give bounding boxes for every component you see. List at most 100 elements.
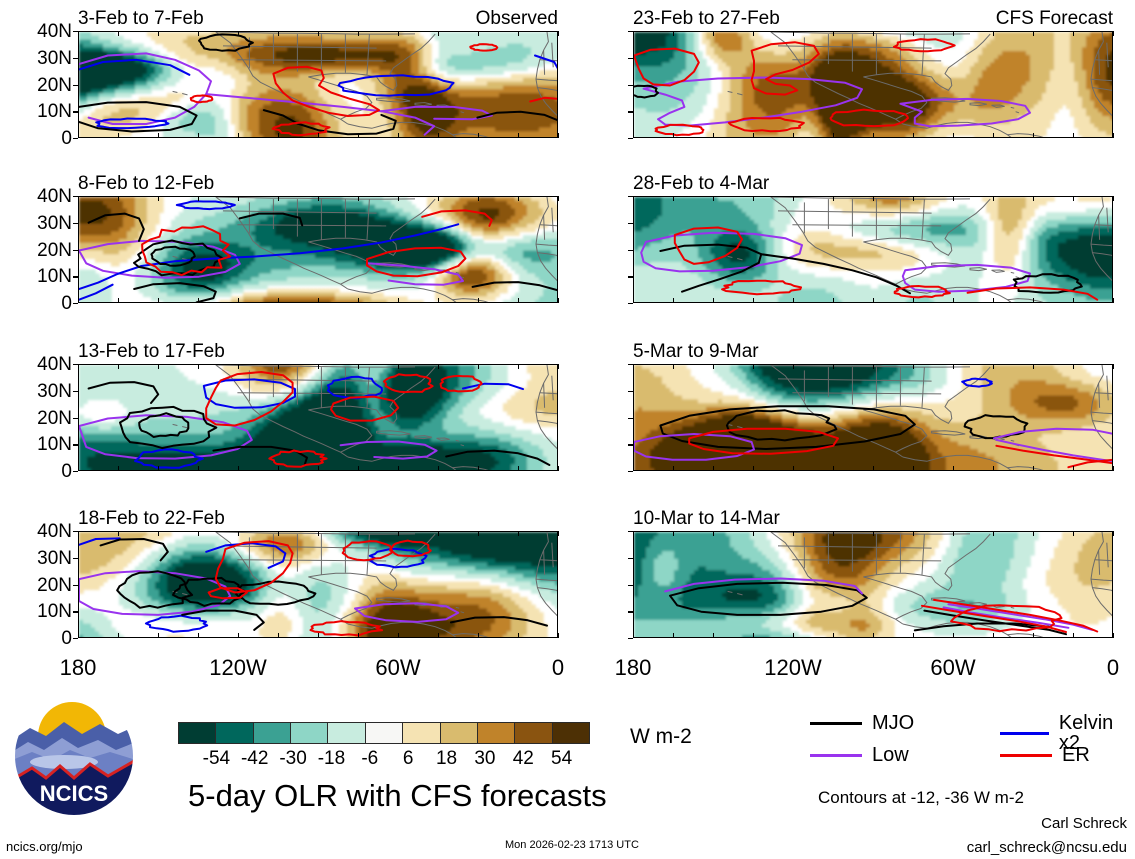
x-tick-top: [238, 196, 240, 201]
author-email: carl_schreck@ncsu.edu: [967, 840, 1127, 855]
coastlines: [172, 532, 557, 637]
x-tick: [478, 466, 480, 471]
x-tick: [278, 633, 280, 638]
x-tick-top: [673, 531, 675, 536]
x-tick-top: [398, 196, 400, 201]
contour-er: [721, 279, 802, 296]
contour-er: [214, 540, 294, 594]
legend-label: ER: [1062, 745, 1090, 765]
coastlines: [727, 365, 1112, 470]
panel-title: 8-Feb to 12-Feb: [78, 174, 214, 193]
y-tick: [628, 584, 633, 586]
contour-er: [383, 373, 434, 394]
x-tick-top: [1073, 31, 1075, 36]
y-tick: [73, 31, 78, 33]
x-tick: [993, 133, 995, 138]
x-tick: [238, 466, 240, 471]
x-tick: [278, 133, 280, 138]
y-tick: [628, 57, 633, 60]
x-tick-top: [478, 531, 480, 536]
x-tick-top: [953, 196, 955, 201]
x-tick: [1073, 633, 1075, 638]
panel-title: 23-Feb to 27-Feb: [633, 9, 780, 28]
y-tick: [628, 444, 633, 446]
contour-low: [380, 105, 493, 121]
contour-kelvin: [79, 283, 114, 301]
x-tick: [953, 133, 955, 138]
x-tick: [1073, 133, 1075, 138]
x-tick: [198, 633, 200, 638]
x-tick-top: [993, 196, 995, 201]
colorbar-swatch: [402, 722, 441, 744]
colorbar-swatch: [551, 722, 590, 744]
x-tick-top: [873, 196, 875, 201]
coastlines: [727, 197, 1112, 302]
x-tick-top: [793, 531, 795, 536]
x-tick: [633, 133, 635, 138]
contour-kelvin: [205, 542, 287, 569]
x-tick-top: [238, 364, 240, 369]
contour-mjo: [87, 381, 160, 404]
contour-kelvin: [95, 117, 170, 130]
x-tick: [78, 633, 80, 638]
x-tick-top: [238, 531, 240, 536]
contour-low: [993, 427, 1112, 440]
x-tick-top: [713, 31, 715, 36]
x-tick: [633, 633, 635, 638]
y-tick: [73, 249, 78, 251]
olr-anomaly-shading: [634, 365, 1112, 470]
legend-label: MJO: [872, 713, 914, 733]
contour-er: [1067, 458, 1112, 469]
map-plot-area: [633, 196, 1113, 303]
contour-mjo: [238, 212, 304, 227]
x-tick: [993, 466, 995, 471]
panel-2: 8-Feb to 12-Feb 40N 30N 20N 10N 0: [37, 174, 560, 313]
x-tick: [1033, 298, 1035, 303]
x-tick: [158, 298, 160, 303]
x-tick: [673, 466, 675, 471]
contour-er: [189, 94, 214, 104]
contour-er: [271, 121, 331, 137]
x-tick: [318, 466, 320, 471]
contour-er: [688, 427, 839, 455]
timestamp: Mon 2026-02-23 1713 UTC: [505, 840, 639, 851]
x-axis-label: 120W: [193, 657, 283, 679]
y-tick: [73, 390, 78, 393]
x-tick: [358, 466, 360, 471]
panel-title: 5-Mar to 9-Mar: [633, 342, 759, 361]
x-tick-top: [753, 31, 755, 36]
x-tick-top: [558, 31, 560, 36]
x-tick: [398, 298, 400, 303]
y-tick: [628, 390, 633, 393]
contour-er: [727, 116, 805, 133]
contour-low: [664, 577, 863, 595]
y-tick: [73, 138, 78, 140]
x-axis-label: 180: [588, 657, 678, 679]
contour-kelvin: [79, 537, 121, 546]
x-tick: [873, 633, 875, 638]
x-tick-top: [438, 196, 440, 201]
y-axis-label: 20N: [16, 241, 72, 260]
contour-mjo: [181, 609, 265, 631]
colorbar-tick-label: 54: [551, 749, 572, 768]
x-tick-top: [713, 196, 715, 201]
x-tick-top: [478, 196, 480, 201]
contour-mjo: [116, 570, 194, 609]
x-tick: [873, 298, 875, 303]
coastlines: [172, 197, 557, 302]
contour-er: [141, 225, 232, 277]
x-tick-top: [278, 531, 280, 536]
x-tick-top: [793, 196, 795, 201]
y-tick: [628, 249, 633, 251]
colorbar-swatch: [252, 722, 292, 744]
y-tick: [73, 444, 78, 446]
x-tick: [713, 298, 715, 303]
x-tick: [953, 466, 955, 471]
legend-item-er: ER: [1000, 745, 1090, 765]
x-tick: [793, 298, 795, 303]
x-tick-top: [1073, 196, 1075, 201]
x-tick-top: [793, 31, 795, 36]
contour-low: [79, 52, 212, 125]
contour-mjo: [79, 101, 198, 133]
y-tick: [628, 471, 633, 473]
